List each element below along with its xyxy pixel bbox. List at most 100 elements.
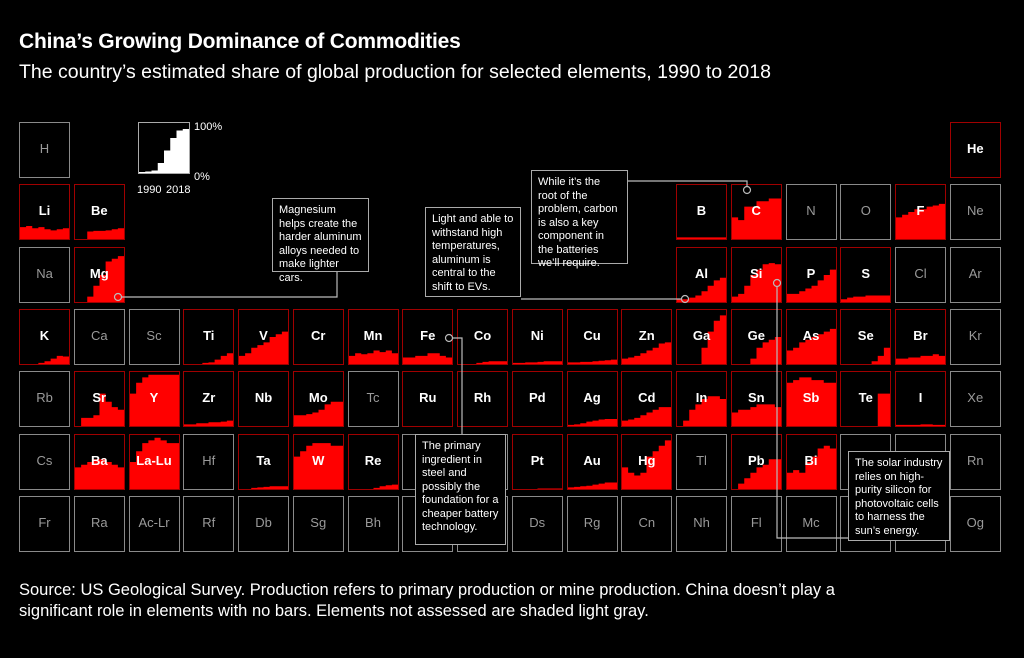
element-cell-pd: Pd <box>511 371 563 428</box>
share-area-chart <box>293 401 343 427</box>
element-cell-fr: Fr <box>19 495 70 552</box>
share-area-chart <box>677 277 726 302</box>
element-symbol: K <box>39 327 50 343</box>
element-cell-v: V <box>238 308 289 365</box>
annotation-carbon: While it’s the root of the problem, carb… <box>531 170 628 269</box>
element-cell-bh: Bh <box>347 495 399 552</box>
element-symbol: In <box>695 390 708 406</box>
element-symbol: Li <box>38 203 51 219</box>
share-area-mn <box>348 350 398 364</box>
chart-title: China’s Growing Dominance of Commodities <box>19 30 461 53</box>
share-area-chart <box>20 226 69 240</box>
share-area-chart <box>841 347 891 364</box>
share-area-ta <box>239 485 288 489</box>
element-cell-xe: Xe <box>949 371 1001 428</box>
element-cell-la-lu: La-Lu <box>128 433 180 490</box>
share-area-chart <box>348 350 398 364</box>
element-cell-db: Db <box>238 495 289 552</box>
share-area-te <box>841 393 891 427</box>
element-cell-og: Og <box>949 495 1001 552</box>
legend-ymax: 100% <box>194 121 223 133</box>
share-area-chart <box>129 437 179 489</box>
share-area-b <box>677 237 726 240</box>
annotation-magnesium: Magnesium helps create the harder alumin… <box>272 198 369 284</box>
legend-x-start: 1990 <box>137 184 162 196</box>
element-symbol: Ac-Lr <box>138 514 170 530</box>
mg-leader-line <box>122 271 338 298</box>
annotation-iron: The primary ingredient in steel and poss… <box>415 434 506 545</box>
element-symbol: Cr <box>311 327 326 343</box>
element-cell-mo: Mo <box>292 371 344 428</box>
element-symbol: Rb <box>36 390 53 406</box>
share-area-co <box>458 361 507 364</box>
share-area-f <box>896 204 945 240</box>
element-symbol: Ru <box>419 390 437 406</box>
element-cell-fl: Fl <box>730 495 782 552</box>
element-symbol: Au <box>583 452 601 468</box>
share-area-chart <box>622 407 672 427</box>
element-symbol: Y <box>149 390 159 406</box>
element-symbol: He <box>966 141 984 156</box>
share-area-cd <box>622 407 672 427</box>
element-cell-ca: Ca <box>73 308 125 365</box>
share-area-chart <box>896 354 945 364</box>
element-cell-al: Al <box>676 246 727 303</box>
element-cell-se: Se <box>840 308 892 365</box>
share-area-chart <box>74 228 124 240</box>
share-area-chart <box>567 482 617 489</box>
share-area-ni <box>512 361 562 364</box>
share-area-s <box>841 295 891 302</box>
element-cell-cd: Cd <box>621 371 673 428</box>
share-area-ga <box>677 315 726 364</box>
share-area-chart <box>512 487 562 489</box>
element-cell-as: As <box>785 308 837 365</box>
share-area-chart <box>622 439 672 489</box>
share-area-cu <box>567 359 617 364</box>
element-symbol: Sg <box>310 514 327 530</box>
element-cell-ds: Ds <box>511 495 563 552</box>
element-symbol: Zr <box>202 390 216 406</box>
element-cell-ni: Ni <box>511 308 563 365</box>
element-symbol: Bh <box>365 514 381 530</box>
share-area-sn <box>731 404 781 427</box>
element-cell-mg: Mg <box>73 246 125 303</box>
element-cell-rf: Rf <box>183 495 235 552</box>
element-symbol: Mg <box>89 265 109 281</box>
element-symbol: P <box>806 265 816 281</box>
element-symbol: O <box>860 203 871 219</box>
element-symbol: Cn <box>638 514 656 530</box>
element-cell-ne: Ne <box>949 184 1001 241</box>
element-cell-ar: Ar <box>949 246 1001 303</box>
element-cell-hg: Hg <box>621 433 673 490</box>
element-symbol: C <box>751 203 761 219</box>
element-cell-c: C <box>730 184 782 241</box>
element-symbol: Pb <box>747 452 765 468</box>
element-symbol: As <box>802 327 820 343</box>
element-symbol: Ca <box>90 327 108 343</box>
element-symbol: Rn <box>966 452 984 468</box>
element-cell-pb: Pb <box>730 433 782 490</box>
element-symbol: Ge <box>747 327 765 343</box>
element-cell-au: Au <box>566 433 618 490</box>
element-symbol: Zn <box>638 327 655 343</box>
share-area-chart <box>677 396 726 427</box>
element-symbol: Nb <box>254 390 273 406</box>
element-cell-pt: Pt <box>511 433 563 490</box>
element-cell-mc: Mc <box>785 495 837 552</box>
element-symbol: Tc <box>366 390 380 406</box>
element-cell-cn: Cn <box>621 495 673 552</box>
element-symbol: Sc <box>146 327 162 343</box>
element-cell-w: W <box>292 433 344 490</box>
element-cell-cu: Cu <box>566 308 618 365</box>
element-cell-nb: Nb <box>238 371 289 428</box>
element-symbol: Fe <box>420 327 436 343</box>
element-cell-h: H <box>19 122 70 178</box>
element-symbol: Ti <box>203 327 215 343</box>
share-area-chart <box>293 442 343 489</box>
element-symbol: Se <box>857 327 874 343</box>
element-symbol: Rf <box>202 514 216 530</box>
share-area-ti <box>184 353 234 364</box>
element-symbol: Ga <box>692 327 711 343</box>
element-symbol: Rh <box>473 390 492 406</box>
share-area-br <box>896 354 945 364</box>
